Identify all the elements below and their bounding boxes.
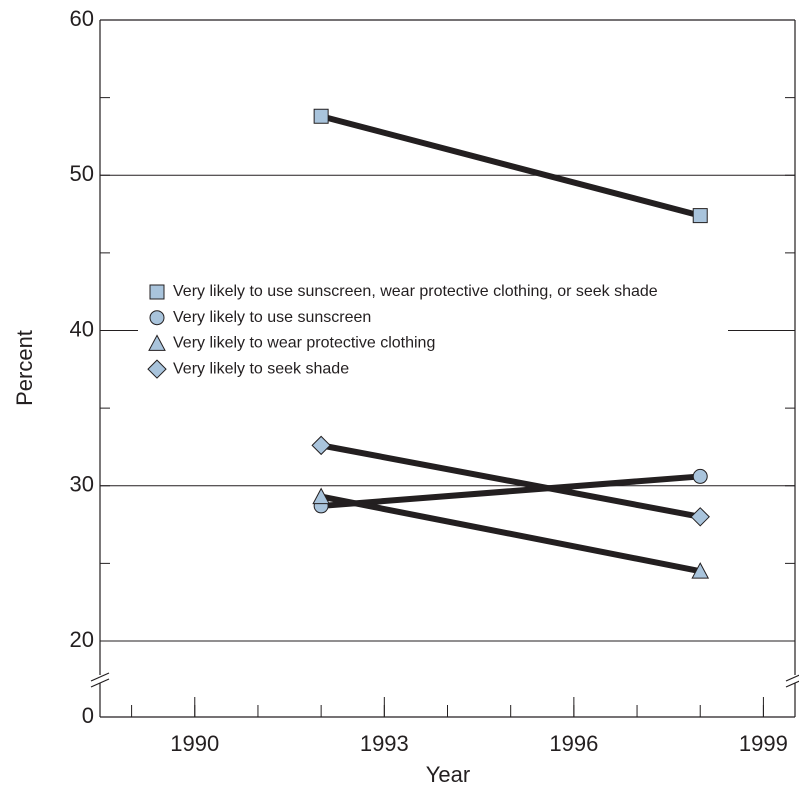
y-tick-label: 40 bbox=[70, 316, 94, 341]
legend-text: Very likely to use sunscreen bbox=[173, 309, 371, 326]
y-tick-label: 30 bbox=[70, 472, 94, 497]
marker bbox=[691, 562, 710, 579]
axis-break bbox=[90, 672, 110, 682]
marker bbox=[149, 310, 165, 326]
axis-break-gap bbox=[789, 675, 799, 683]
x-tick-label: 1990 bbox=[170, 731, 219, 756]
legend: Very likely to use sunscreen, wear prote… bbox=[138, 278, 728, 382]
marker bbox=[149, 284, 165, 300]
marker bbox=[692, 208, 708, 224]
series-line bbox=[320, 493, 701, 575]
x-tick-label: 1999 bbox=[739, 731, 788, 756]
marker bbox=[311, 435, 331, 456]
series-line bbox=[320, 442, 701, 520]
axis-break bbox=[90, 678, 110, 688]
x-tick-label: 1996 bbox=[549, 731, 598, 756]
y-axis-label: Percent bbox=[12, 330, 37, 406]
marker bbox=[148, 334, 166, 351]
legend-text: Very likely to use sunscreen, wear prote… bbox=[173, 283, 658, 300]
marker bbox=[313, 108, 329, 124]
marker bbox=[312, 487, 330, 505]
axis-break bbox=[785, 680, 799, 688]
legend-box bbox=[138, 278, 728, 382]
series-line bbox=[320, 113, 701, 219]
axis-break-gap bbox=[94, 675, 106, 683]
axis-break bbox=[785, 674, 799, 682]
legend-text: Very likely to wear protective clothing bbox=[173, 335, 435, 352]
series-line bbox=[320, 473, 701, 509]
legend-text: Very likely to seek shade bbox=[173, 360, 349, 377]
y-tick-label: 20 bbox=[70, 627, 94, 652]
x-tick-label: 1993 bbox=[360, 731, 409, 756]
marker bbox=[690, 507, 710, 527]
marker bbox=[692, 468, 708, 484]
y-tick-label: 0 bbox=[82, 703, 94, 728]
y-tick-label: 50 bbox=[70, 161, 94, 186]
marker bbox=[147, 359, 167, 379]
y-tick-label: 60 bbox=[70, 6, 94, 31]
x-axis-label: Year bbox=[426, 762, 470, 787]
